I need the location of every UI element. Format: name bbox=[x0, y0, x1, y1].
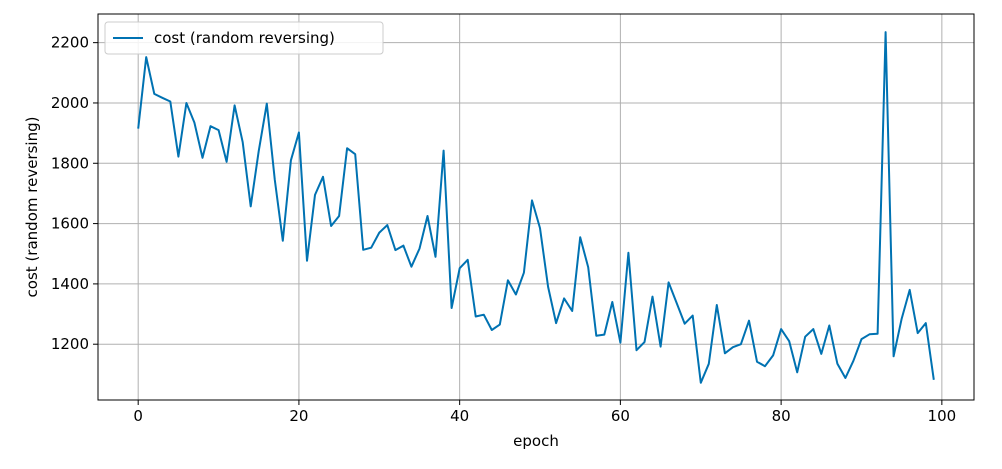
y-tick-label: 1200 bbox=[51, 335, 89, 353]
series-layer bbox=[137, 31, 935, 384]
x-tick-label: 60 bbox=[611, 407, 630, 425]
plot-area bbox=[98, 14, 974, 400]
series-line bbox=[137, 31, 935, 384]
x-tick-label: 40 bbox=[450, 407, 469, 425]
x-tick-label: 20 bbox=[289, 407, 308, 425]
y-tick-label: 1600 bbox=[51, 215, 89, 233]
legend-label: cost (random reversing) bbox=[154, 29, 335, 47]
x-tick-label: 0 bbox=[133, 407, 143, 425]
y-tick-label: 1800 bbox=[51, 154, 89, 172]
y-axis-label: cost (random reversing) bbox=[23, 117, 41, 298]
y-tick-label: 1400 bbox=[51, 275, 89, 293]
plot-frame bbox=[97, 13, 975, 401]
y-tick-label: 2200 bbox=[51, 34, 89, 52]
legend-box bbox=[104, 21, 384, 55]
legend: cost (random reversing) bbox=[104, 21, 384, 55]
y-axis-ticks: 1200 1400 1600 1800 2000 2200 bbox=[51, 34, 98, 353]
x-axis-label: epoch bbox=[513, 432, 559, 450]
y-tick-label: 2000 bbox=[51, 94, 89, 112]
x-tick-label: 80 bbox=[772, 407, 791, 425]
x-tick-label: 100 bbox=[928, 407, 957, 425]
x-axis-ticks: 0 20 40 60 80 100 bbox=[133, 400, 956, 425]
